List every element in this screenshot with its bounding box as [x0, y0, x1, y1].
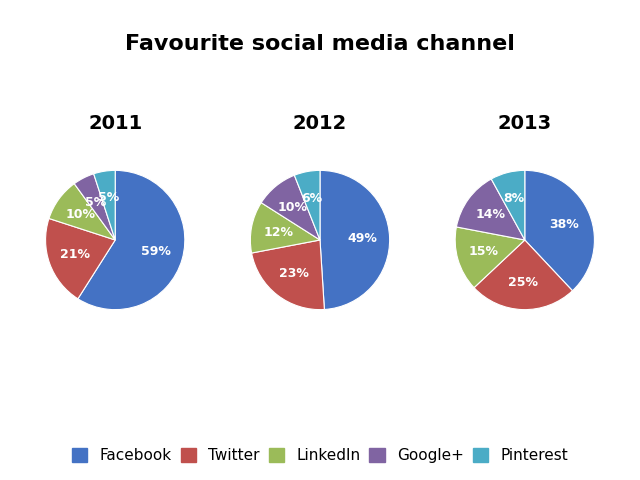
Wedge shape	[525, 170, 595, 291]
Wedge shape	[74, 174, 115, 240]
Title: 2013: 2013	[498, 114, 552, 133]
Text: 5%: 5%	[85, 195, 106, 208]
Wedge shape	[78, 170, 185, 310]
Wedge shape	[45, 218, 115, 299]
Wedge shape	[474, 240, 572, 310]
Text: 25%: 25%	[508, 276, 538, 289]
Text: 21%: 21%	[60, 248, 90, 261]
Wedge shape	[49, 184, 115, 240]
Title: 2011: 2011	[88, 114, 142, 133]
Text: 10%: 10%	[66, 208, 96, 221]
Text: 15%: 15%	[469, 245, 499, 258]
Wedge shape	[456, 179, 525, 240]
Wedge shape	[93, 170, 115, 240]
Text: 5%: 5%	[98, 192, 119, 204]
Text: 14%: 14%	[476, 208, 506, 221]
Legend: Facebook, Twitter, LinkedIn, Google+, Pinterest: Facebook, Twitter, LinkedIn, Google+, Pi…	[67, 444, 573, 468]
Text: 59%: 59%	[141, 245, 171, 258]
Wedge shape	[320, 170, 390, 310]
Wedge shape	[261, 175, 320, 240]
Text: 49%: 49%	[348, 232, 378, 245]
Text: 12%: 12%	[263, 226, 293, 239]
Wedge shape	[455, 227, 525, 288]
Text: 23%: 23%	[279, 267, 309, 280]
Text: 38%: 38%	[550, 218, 579, 231]
Text: 10%: 10%	[278, 201, 308, 214]
Wedge shape	[252, 240, 324, 310]
Text: 8%: 8%	[504, 192, 525, 205]
Text: 6%: 6%	[301, 192, 323, 204]
Title: 2012: 2012	[293, 114, 347, 133]
Wedge shape	[250, 203, 320, 253]
Wedge shape	[294, 170, 320, 240]
Text: Favourite social media channel: Favourite social media channel	[125, 34, 515, 54]
Wedge shape	[492, 170, 525, 240]
